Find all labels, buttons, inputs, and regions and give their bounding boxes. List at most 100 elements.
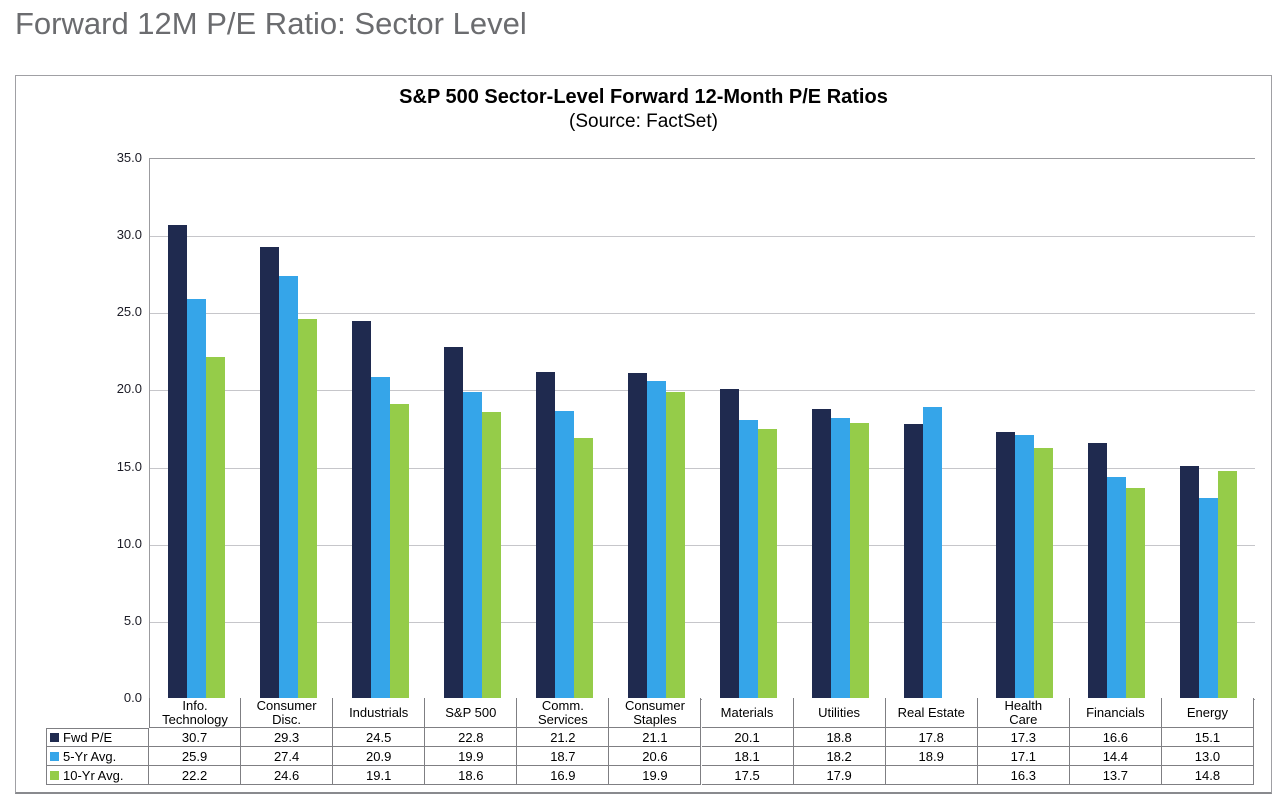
chart-container: S&P 500 Sector-Level Forward 12-Month P/… xyxy=(15,75,1272,794)
bar-fwd-p-e-energy xyxy=(1180,466,1200,699)
chart-title: S&P 500 Sector-Level Forward 12-Month P/… xyxy=(399,86,888,108)
grid-line xyxy=(150,390,1255,392)
table-value-cell: 19.9 xyxy=(609,766,702,785)
table-header-cell: Materials xyxy=(701,698,794,728)
chart-subtitle: (Source: FactSet) xyxy=(569,111,718,132)
bar-10-yr-avg-industrials xyxy=(389,404,409,699)
bar-10-yr-avg-financials xyxy=(1126,487,1146,699)
bar-5-yr-avg-s-p-500 xyxy=(462,391,482,699)
bar-fwd-p-e-health-care xyxy=(996,432,1016,699)
table-value-cell: 29.3 xyxy=(241,728,334,747)
bar-fwd-p-e-consumer-staples xyxy=(627,373,647,699)
series-name-label: Fwd P/E xyxy=(63,730,113,745)
table-value-cell: 14.8 xyxy=(1161,766,1254,785)
table-header-cell: Health Care xyxy=(977,698,1070,728)
table-value-cell: 13.7 xyxy=(1069,766,1162,785)
table-header-cell: Consumer Staples xyxy=(609,698,702,728)
bar-5-yr-avg-consumer-disc xyxy=(278,276,298,699)
table-value-cell: 16.3 xyxy=(977,766,1070,785)
table-value-cell: 20.6 xyxy=(609,747,702,766)
table-header-cell: Consumer Disc. xyxy=(241,698,334,728)
table-value-cell: 25.9 xyxy=(149,747,242,766)
table-value-cell: 22.8 xyxy=(425,728,518,747)
grid-line xyxy=(150,544,1255,546)
bar-10-yr-avg-comm-services xyxy=(573,438,593,699)
y-axis-tick-label: 5.0 xyxy=(123,612,142,628)
table-value-cell: 18.1 xyxy=(701,747,794,766)
table-value-cell: 13.0 xyxy=(1161,747,1254,766)
table-header-cell: Industrials xyxy=(333,698,426,728)
bar-10-yr-avg-health-care xyxy=(1034,447,1054,699)
table-value-cell: 19.9 xyxy=(425,747,518,766)
bar-10-yr-avg-materials xyxy=(758,429,778,699)
table-header-cell: Real Estate xyxy=(885,698,978,728)
bar-10-yr-avg-consumer-staples xyxy=(665,391,685,699)
bar-fwd-p-e-consumer-disc xyxy=(259,246,279,699)
table-value-cell: 21.1 xyxy=(609,728,702,747)
table-value-cell: 27.4 xyxy=(241,747,334,766)
table-row-label: Fwd P/E xyxy=(46,728,149,747)
table-value-cell: 18.9 xyxy=(885,747,978,766)
bar-5-yr-avg-info-technology xyxy=(186,299,206,699)
y-axis-tick-label: 10.0 xyxy=(116,535,142,551)
table-value-cell: 17.3 xyxy=(977,728,1070,747)
table-value-cell: 17.8 xyxy=(885,728,978,747)
bar-fwd-p-e-utilities xyxy=(812,408,832,699)
bar-10-yr-avg-s-p-500 xyxy=(481,412,501,699)
bar-fwd-p-e-real-estate xyxy=(904,424,924,699)
table-value-cell: 18.6 xyxy=(425,766,518,785)
y-axis-tick-label: 0.0 xyxy=(123,690,142,705)
grid-line xyxy=(150,313,1255,315)
bar-5-yr-avg-energy xyxy=(1199,498,1219,699)
bar-5-yr-avg-industrials xyxy=(370,376,390,699)
bar-10-yr-avg-consumer-disc xyxy=(297,319,317,699)
table-value-cell: 18.2 xyxy=(793,747,886,766)
bar-5-yr-avg-health-care xyxy=(1015,435,1035,699)
bar-fwd-p-e-industrials xyxy=(351,321,371,699)
bar-10-yr-avg-utilities xyxy=(850,422,870,699)
legend-swatch-5-yr-avg xyxy=(50,751,59,761)
y-axis-tick-label: 30.0 xyxy=(116,227,142,243)
table-header-cell: Comm. Services xyxy=(517,698,610,728)
y-axis-tick-label: 25.0 xyxy=(116,304,142,320)
bar-5-yr-avg-consumer-staples xyxy=(646,381,666,699)
table-value-cell: 24.6 xyxy=(241,766,334,785)
series-name-label: 10-Yr Avg. xyxy=(63,767,124,783)
plot-area xyxy=(149,158,1255,700)
bar-10-yr-avg-energy xyxy=(1218,470,1238,699)
bar-fwd-p-e-comm-services xyxy=(535,371,555,699)
bar-fwd-p-e-s-p-500 xyxy=(443,347,463,699)
table-value-cell: 14.4 xyxy=(1069,747,1162,766)
table-row-label: 5-Yr Avg. xyxy=(46,747,149,766)
table-value-cell: 20.9 xyxy=(333,747,426,766)
series-name-label: 5-Yr Avg. xyxy=(63,748,117,764)
y-axis-tick-label: 20.0 xyxy=(116,381,142,397)
table-value-cell: 18.7 xyxy=(517,747,610,766)
table-value-cell: 18.8 xyxy=(793,728,886,747)
table-value-cell: 19.1 xyxy=(333,766,426,785)
table-value-cell: 15.1 xyxy=(1161,728,1254,747)
bar-fwd-p-e-info-technology xyxy=(167,225,187,699)
bar-5-yr-avg-real-estate xyxy=(923,407,943,699)
table-row-label: 10-Yr Avg. xyxy=(46,766,149,785)
table-value-cell: 30.7 xyxy=(149,728,242,747)
table-value-cell: 20.1 xyxy=(701,728,794,747)
table-value-cell: 17.5 xyxy=(701,766,794,785)
bar-fwd-p-e-materials xyxy=(720,388,740,699)
table-value-cell: 22.2 xyxy=(149,766,242,785)
table-value-cell: 16.6 xyxy=(1069,728,1162,747)
table-value-cell: 17.9 xyxy=(793,766,886,785)
bar-5-yr-avg-financials xyxy=(1107,476,1127,699)
table-header-cell: Energy xyxy=(1161,698,1254,728)
bar-5-yr-avg-utilities xyxy=(831,418,851,699)
legend-swatch-10-yr-avg xyxy=(50,770,59,780)
table-value-cell: 16.9 xyxy=(517,766,610,785)
table-header-cell: Financials xyxy=(1069,698,1162,728)
page-title: Forward 12M P/E Ratio: Sector Level xyxy=(15,6,527,41)
table-value-cell: 21.2 xyxy=(517,728,610,747)
table-header-cell: S&P 500 xyxy=(425,698,518,728)
table-header-cell: Utilities xyxy=(793,698,886,728)
bar-5-yr-avg-materials xyxy=(739,419,759,699)
bar-10-yr-avg-info-technology xyxy=(205,356,225,699)
table-value-cell xyxy=(885,766,978,785)
